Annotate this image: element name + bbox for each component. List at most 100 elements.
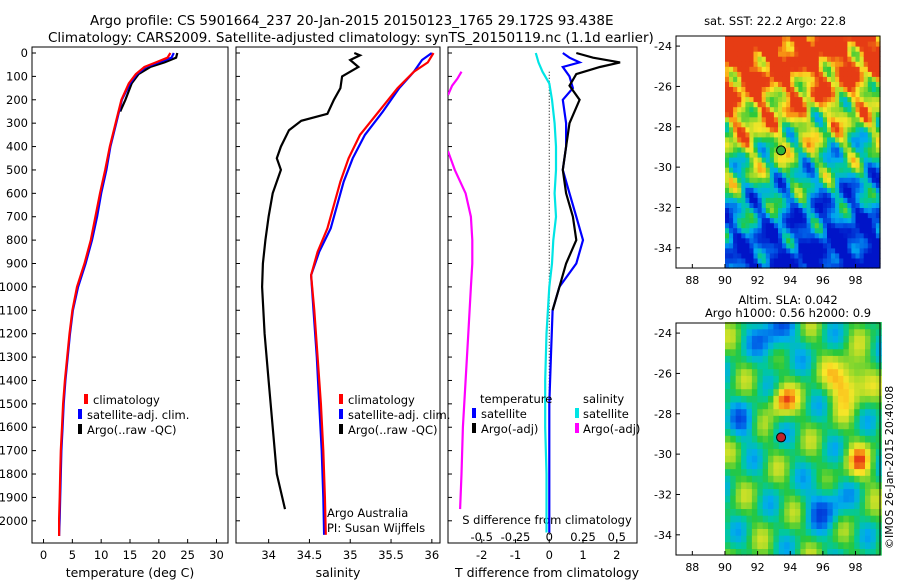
map-cell: [821, 428, 828, 436]
map-cell: [784, 475, 791, 483]
map-cell: [816, 328, 823, 336]
map-cell: [806, 252, 812, 259]
map-cell: [789, 415, 796, 423]
map-cell: [725, 167, 730, 173]
map-cell: [725, 96, 730, 103]
map-cell: [827, 192, 832, 198]
map-cell: [867, 66, 873, 72]
map-cell: [818, 162, 824, 168]
map-cell: [827, 455, 834, 463]
map-cell: [865, 421, 871, 430]
map-cell: [751, 435, 758, 443]
map-cell: [838, 508, 845, 516]
map-cell: [769, 86, 775, 92]
map-cell: [794, 237, 799, 244]
map-cell: [810, 247, 816, 254]
map-cell: [745, 96, 751, 103]
map-cell: [790, 157, 795, 163]
map-cell: [773, 348, 780, 356]
map-cell: [762, 455, 769, 463]
map-cell: [778, 428, 785, 436]
map-cell: [789, 455, 796, 463]
map-cell: [865, 528, 871, 536]
depth-tick-label: 800: [6, 233, 28, 247]
map-cell: [778, 548, 785, 556]
map-cell: [827, 515, 834, 523]
map-cell: [851, 212, 857, 219]
map-cell: [733, 147, 738, 153]
map-cell: [806, 106, 812, 113]
map-cell: [871, 91, 877, 98]
legend-swatch-s-satellite: [575, 408, 579, 418]
map-cell: [773, 162, 779, 168]
map-cell: [741, 141, 746, 148]
map-cell: [745, 152, 751, 158]
map-cell: [786, 252, 791, 259]
map-cell: [810, 81, 816, 87]
map-cell: [827, 141, 832, 148]
map-cell: [769, 192, 775, 198]
map-cell: [798, 192, 804, 198]
map-cell: [843, 36, 848, 42]
map-cell: [769, 257, 775, 264]
map-cell: [855, 247, 861, 254]
map-cell: [733, 36, 738, 42]
map-cell: [769, 76, 775, 82]
map-cell: [838, 455, 845, 463]
map-cell: [818, 136, 824, 143]
map-cell: [806, 227, 812, 234]
map-cell: [745, 66, 751, 72]
map-cell: [847, 56, 853, 62]
legend-swatch-argo: [78, 424, 82, 434]
map-cell: [773, 207, 779, 214]
map-cell: [730, 395, 737, 403]
map-cell: [778, 81, 783, 87]
map-cell: [789, 521, 796, 529]
map-cell: [745, 121, 751, 128]
map-cell: [827, 441, 834, 450]
map-cell: [729, 81, 734, 87]
map-cell: [854, 461, 861, 470]
map-cell: [863, 56, 869, 62]
map-cell: [875, 237, 881, 244]
map-cell: [798, 217, 804, 224]
map-cell: [831, 237, 836, 244]
map-cell: [822, 147, 828, 153]
map-cell: [811, 361, 818, 370]
map-cell: [854, 348, 861, 356]
map-cell: [863, 177, 869, 183]
map-cell: [870, 501, 877, 509]
map-cell: [782, 207, 787, 214]
map-cell: [843, 61, 848, 67]
map-cell: [831, 247, 836, 254]
map-cell: [835, 182, 840, 188]
map-cell: [729, 101, 734, 108]
map-cell: [822, 187, 828, 193]
map-cell: [761, 121, 767, 128]
map-cell: [773, 212, 779, 219]
map-cell: [790, 36, 795, 42]
map-cell: [863, 192, 869, 198]
map-cell: [794, 172, 799, 178]
map-cell: [855, 202, 861, 208]
map-cell: [741, 481, 748, 490]
map-cell: [875, 116, 881, 123]
map-cell: [831, 96, 836, 103]
map-cell: [816, 368, 823, 376]
map-cell: [854, 328, 861, 336]
map-cell: [753, 121, 759, 128]
map-cell: [843, 428, 850, 436]
map-cell: [761, 247, 767, 254]
map-cell: [838, 348, 845, 356]
map-cell: [737, 56, 742, 62]
map-cell: [851, 46, 857, 52]
map-cell: [765, 162, 771, 168]
map-cell: [790, 222, 795, 229]
map-cell: [749, 131, 755, 138]
map-cell: [816, 495, 823, 503]
map-cell: [822, 197, 828, 203]
map-cell: [871, 232, 877, 239]
map-cell: [735, 528, 742, 536]
map-cell: [854, 335, 861, 343]
map-cell: [730, 408, 737, 416]
